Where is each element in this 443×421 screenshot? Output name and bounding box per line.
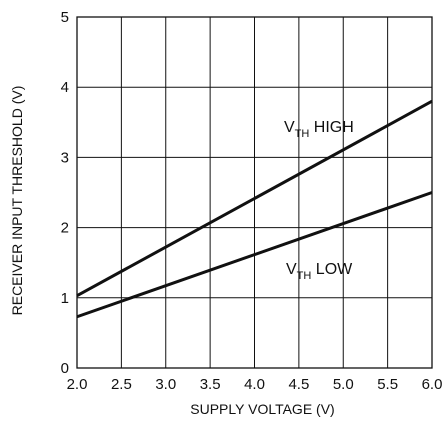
x-tick-label: 4.0: [244, 376, 265, 393]
x-tick-label: 5.0: [333, 376, 354, 393]
series-line-high: [76, 99, 433, 298]
x-axis-label: SUPPLY VOLTAGE (V): [190, 401, 334, 417]
y-tick-label: 1: [61, 290, 69, 307]
x-tick-label: 5.5: [377, 376, 398, 393]
x-tick-label: 3.5: [200, 376, 221, 393]
y-tick-label: 4: [61, 79, 69, 96]
x-tick-label: 2.0: [67, 376, 88, 393]
series-line-low: [76, 191, 433, 319]
x-tick-labels: 2.0 2.5 3.0 3.5 4.0 4.5 5.0 5.5 6.0: [67, 376, 443, 393]
x-tick-label: 3.0: [155, 376, 176, 393]
y-tick-label: 5: [61, 9, 69, 26]
y-tick-label: 2: [61, 220, 69, 237]
series-lines: [76, 99, 433, 319]
y-tick-label: 0: [61, 360, 69, 377]
y-tick-label: 3: [61, 149, 69, 166]
series-label-high: VTH HIGH: [284, 119, 354, 140]
y-tick-labels: 0 1 2 3 4 5: [61, 9, 69, 377]
y-axis-label: RECEIVER INPUT THRESHOLD (V): [9, 86, 25, 316]
series-label-low: VTH LOW: [286, 261, 353, 282]
x-tick-label: 6.0: [422, 376, 443, 393]
x-tick-label: 2.5: [111, 376, 132, 393]
x-tick-label: 4.5: [288, 376, 309, 393]
grid: [76, 16, 433, 369]
